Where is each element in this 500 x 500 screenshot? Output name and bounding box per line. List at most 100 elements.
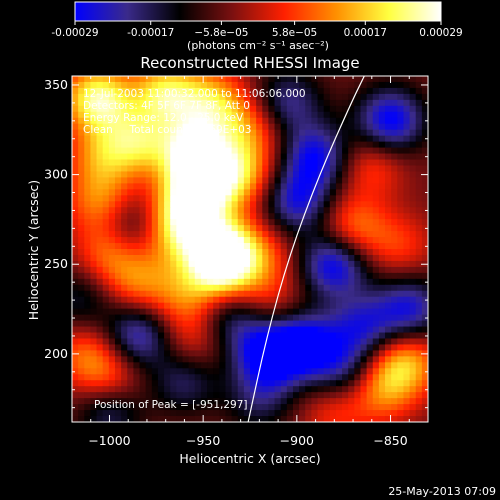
y-tick-label: 300 <box>44 167 68 182</box>
heatmap-cell <box>403 249 411 256</box>
heatmap-cell <box>231 278 239 286</box>
heatmap-cell <box>243 195 251 202</box>
heatmap-cell <box>127 386 134 393</box>
heatmap-cell <box>176 326 184 334</box>
heatmap-cell <box>311 266 319 274</box>
heatmap-cell <box>114 213 122 220</box>
heatmap-cell <box>391 350 398 357</box>
heatmap-cell <box>409 93 417 101</box>
heatmap-cell <box>90 129 98 137</box>
heatmap-cell <box>139 356 147 363</box>
heatmap-cell <box>145 225 153 232</box>
heatmap-cell <box>194 350 202 357</box>
heatmap-cell <box>335 129 343 137</box>
heatmap-cell <box>286 201 294 208</box>
heatmap-cell <box>391 416 398 422</box>
heatmap-cell <box>415 123 423 131</box>
heatmap-cell <box>237 165 245 173</box>
heatmap-cell <box>360 332 368 340</box>
heatmap-cell <box>256 111 263 119</box>
heatmap-cell <box>170 332 177 340</box>
heatmap-cell <box>415 117 423 125</box>
heatmap-cell <box>354 87 362 95</box>
heatmap-cell <box>378 362 386 369</box>
heatmap-cell <box>366 249 374 256</box>
heatmap-cell <box>176 219 184 226</box>
heatmap-cell <box>280 153 288 161</box>
heatmap-cell <box>360 260 368 268</box>
heatmap-cell <box>262 308 270 316</box>
heatmap-cell <box>213 76 220 83</box>
heatmap-cell <box>237 117 245 125</box>
heatmap-cell <box>378 81 386 89</box>
heatmap-cell <box>231 117 239 125</box>
heatmap-cell <box>329 81 337 89</box>
heatmap-cell <box>335 344 343 352</box>
heatmap-cell <box>274 392 282 399</box>
heatmap-cell <box>225 165 233 173</box>
heatmap-cell <box>164 237 171 244</box>
heatmap-cell <box>194 213 202 220</box>
heatmap-cell <box>127 332 134 340</box>
heatmap-cell <box>139 135 147 143</box>
heatmap-cell <box>176 225 184 232</box>
heatmap-cell <box>96 123 104 131</box>
heatmap-cell <box>299 219 306 226</box>
heatmap-cell <box>72 117 79 125</box>
heatmap-cell <box>397 147 405 155</box>
heatmap-cell <box>268 177 276 184</box>
heatmap-cell <box>329 177 337 184</box>
heatmap-cell <box>164 284 171 292</box>
heatmap-cell <box>286 272 294 280</box>
heatmap-cell <box>372 308 380 316</box>
heatmap-cell <box>151 237 159 244</box>
heatmap-cell <box>397 392 405 399</box>
heatmap-cell <box>397 231 405 238</box>
heatmap-cell <box>305 260 312 268</box>
heatmap-cell <box>409 266 417 274</box>
heatmap-cell <box>415 225 423 232</box>
heatmap-cell <box>421 410 428 417</box>
heatmap-cell <box>329 314 337 322</box>
heatmap-cell <box>323 410 331 417</box>
heatmap-cell <box>329 249 337 256</box>
heatmap-cell <box>323 254 331 262</box>
heatmap-cell <box>194 338 202 346</box>
heatmap-cell <box>225 123 233 131</box>
heatmap-cell <box>391 183 398 190</box>
heatmap-cell <box>323 177 331 184</box>
heatmap-cell <box>84 243 92 250</box>
heatmap-cell <box>176 410 184 417</box>
heatmap-cell <box>403 416 411 422</box>
heatmap-cell <box>274 129 282 137</box>
heatmap-cell <box>317 272 325 280</box>
heatmap-cell <box>403 278 411 286</box>
heatmap-cell <box>231 76 239 83</box>
heatmap-cell <box>299 278 306 286</box>
heatmap-cell <box>188 147 196 155</box>
heatmap-cell <box>311 416 319 422</box>
heatmap-cell <box>121 374 128 381</box>
heatmap-cell <box>391 266 398 274</box>
heatmap-cell <box>292 231 300 238</box>
heatmap-cell <box>188 392 196 399</box>
heatmap-cell <box>133 237 141 244</box>
heatmap-cell <box>305 105 312 113</box>
heatmap-cell <box>225 225 233 232</box>
heatmap-cell <box>378 308 386 316</box>
heatmap-cell <box>256 123 263 131</box>
heatmap-cell <box>96 338 104 346</box>
heatmap-cell <box>133 183 141 190</box>
heatmap-cell <box>348 266 355 274</box>
heatmap-cell <box>207 135 214 143</box>
heatmap-cell <box>213 416 220 422</box>
heatmap-cell <box>292 219 300 226</box>
heatmap-cell <box>280 380 288 387</box>
heatmap-cell <box>397 368 405 375</box>
heatmap-cell <box>403 368 411 375</box>
heatmap-cell <box>139 87 147 95</box>
heatmap-cell <box>200 308 208 316</box>
heatmap-cell <box>188 87 196 95</box>
heatmap-cell <box>292 117 300 125</box>
heatmap-cell <box>90 153 98 161</box>
